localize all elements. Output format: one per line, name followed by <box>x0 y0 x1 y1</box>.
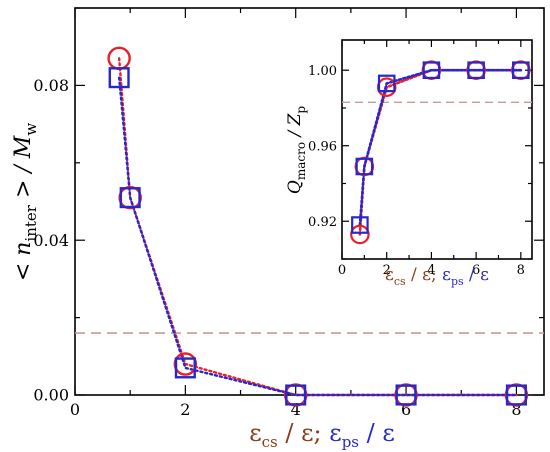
main-series <box>107 46 529 407</box>
x-label-eps-ps: ε <box>329 419 341 447</box>
y-label-sub-inter: inter <box>22 204 40 241</box>
inset-y-tick-label: 0.96 <box>308 139 337 154</box>
inset-plot-frame <box>341 39 533 260</box>
inset-x-label-slash-2: / ε <box>464 265 490 285</box>
inset-y-tick-label: 0.92 <box>308 215 337 230</box>
x-label-slash-1: / ε; <box>278 419 330 447</box>
main-x-tick-label: 8 <box>511 400 521 419</box>
main-series-2-line <box>117 76 518 397</box>
inset-square-point <box>422 61 441 80</box>
main-square-point <box>108 67 130 89</box>
main-y-tick-label: 0.08 <box>33 76 69 95</box>
inset-square-point <box>512 61 530 80</box>
inset-y-label-sub-p: p <box>294 106 308 114</box>
inset-x-tick-label: 6 <box>472 263 480 278</box>
main-x-axis-label: εcs / ε; εps / ε <box>249 419 395 451</box>
inset-square-point <box>355 157 374 176</box>
x-label-slash-2: / ε <box>359 419 395 447</box>
inset-circle-point <box>350 224 370 245</box>
y-label-mid: > / M <box>11 135 36 205</box>
main-y-tick-label: 0.00 <box>33 386 69 405</box>
inset-y-tick-label: 1.00 <box>308 64 337 79</box>
inset-y-label-sub-macro: macro <box>294 142 308 180</box>
inset-x-tick-label: 4 <box>427 263 435 278</box>
y-label-lt-n: < n <box>11 242 36 282</box>
inset-square-point <box>351 216 369 234</box>
inset-square-point <box>467 61 485 80</box>
main-x-tick-label: 2 <box>180 400 190 419</box>
x-label-sub-ps: ps <box>342 433 359 451</box>
main-square-point <box>174 357 196 379</box>
inset-y-label-q: Q <box>285 180 305 194</box>
main-square-point <box>505 384 527 406</box>
inset-x-label-slash-1: / ε; <box>406 265 442 285</box>
inset-series <box>350 60 531 245</box>
inset-y-label-mid: / Z <box>285 112 305 142</box>
inset-x-tick-label: 0 <box>338 263 346 278</box>
inset-x-label-eps-ps: ε <box>442 265 451 285</box>
main-x-tick-label: 6 <box>401 400 411 419</box>
main-ticks: 0 2 4 6 8 0.00 0.04 0.08 <box>33 7 544 419</box>
x-label-eps-cs: ε <box>249 419 261 447</box>
inset-x-label-sub-ps: ps <box>451 275 464 288</box>
inset-x-label-eps-cs: ε <box>385 265 394 285</box>
inset-y-axis-label: Qmacro / Zp <box>285 106 308 195</box>
inset-x-label-sub-cs: cs <box>394 275 406 288</box>
main-y-axis-label: < ninter > / Mw <box>11 123 40 282</box>
inset-x-tick-label: 2 <box>383 263 391 278</box>
x-label-sub-cs: cs <box>262 433 278 451</box>
main-square-point <box>395 384 417 406</box>
main-square-point <box>285 384 307 406</box>
inset-square-point <box>377 74 396 93</box>
main-square-point <box>119 187 141 209</box>
main-y-tick-label: 0.04 <box>33 231 69 250</box>
inset-x-axis-label: εcs / ε; εps / ε <box>385 265 489 288</box>
inset-x-tick-label: 8 <box>517 263 525 278</box>
main-x-tick-label: 0 <box>70 400 80 419</box>
inset-ticks: 0 2 4 6 8 0.92 0.96 1.00 <box>308 40 532 278</box>
y-label-sub-w: w <box>22 123 40 136</box>
main-x-tick-label: 4 <box>291 400 301 419</box>
